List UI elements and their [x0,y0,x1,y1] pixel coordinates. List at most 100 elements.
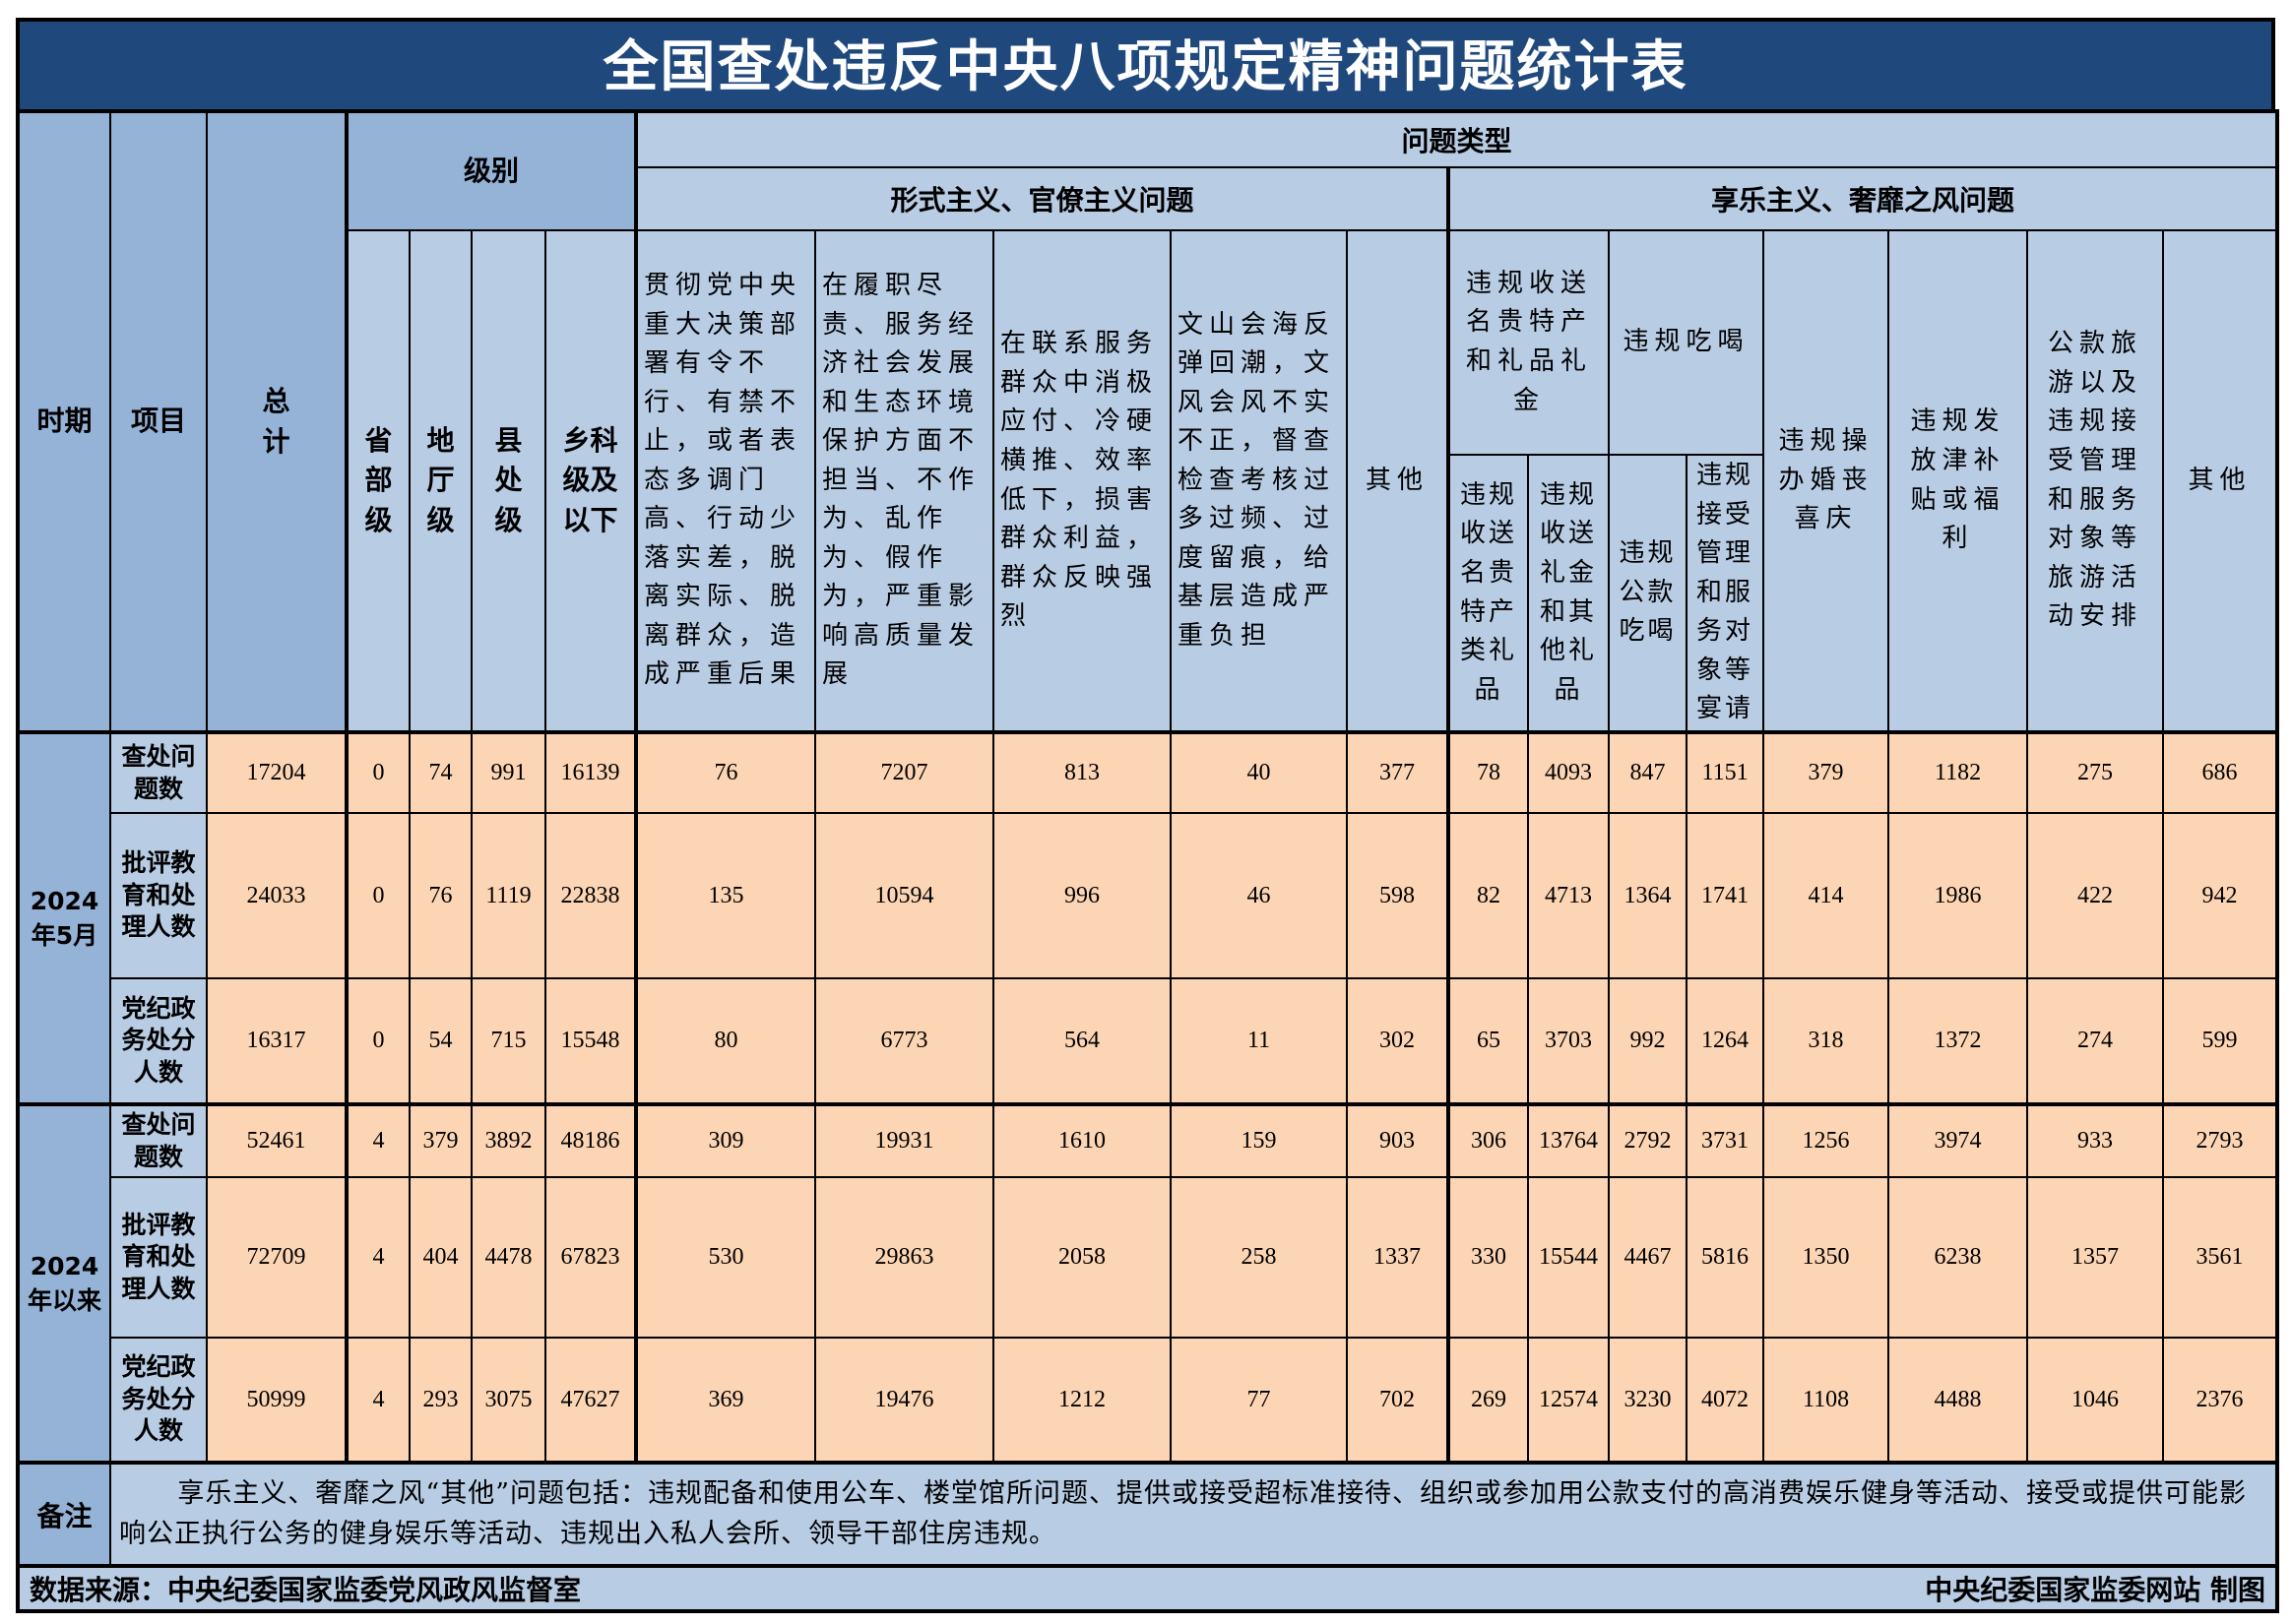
value-cell: 1046 [2026,1337,2165,1464]
value-cell: 4488 [1887,1337,2029,1464]
value-cell: 274 [2026,977,2165,1105]
header-hedonism-group: 享乐主义、奢靡之风问题 [1446,166,2279,231]
value-cell: 159 [1170,1102,1349,1178]
value-cell: 3075 [471,1337,546,1464]
table-row: 批评教育和处理人数 72709 4 404 4478 67823 530 29863 2058 2… [18,1176,2279,1339]
total-value-cell: 24033 [206,812,348,979]
data-source: 数据来源：中央纪委国家监委党风政风监督室 [30,1574,582,1606]
value-cell: 67823 [543,1176,638,1339]
item-label: 批评教育和处理人数 [121,1210,196,1303]
value-cell: 715 [471,977,546,1105]
header-gifts-sub: 违规收送名贵特产类礼品 [1446,454,1530,733]
value-cell: 991 [471,730,546,814]
value-cell: 379 [409,1102,473,1178]
table-row: 党纪政务处分人数 50999 4 293 3075 47627 369 19476 1212 77… [18,1337,2279,1464]
value-cell: 135 [634,812,817,979]
value-cell: 12574 [1527,1337,1611,1464]
table-row: 2024年5月 查处问题数 17204 0 74 991 16139 76 7207 813 40 3… [17,730,2279,1105]
total-value-cell: 50999 [206,1337,348,1464]
value-cell: 3731 [1686,1102,1765,1178]
value-cell: 3974 [1887,1102,2029,1178]
value-cell: 1264 [1686,977,1765,1105]
statistics-table-container: 全国查处违反中央八项规定精神问题统计表 时期 项目 总计 级别 问题类型 形式主… [16,18,2280,1613]
header-level: 地厅级 [409,229,473,733]
value-cell: 4 [345,1337,411,1464]
value-cell: 1350 [1762,1176,1890,1339]
table-row: 2024年以来 查处问题数 52461 4 379 3892 48186 309 19931 16… [17,1102,2279,1464]
header-total: 总计 [206,110,348,733]
value-cell: 3230 [1608,1337,1688,1464]
header-gifts-group: 违规收送名贵特产和礼品礼金 [1446,229,1611,456]
value-cell: 76 [409,812,473,979]
value-cell: 1610 [992,1102,1173,1178]
value-cell: 3892 [471,1102,546,1178]
value-cell: 1119 [471,812,546,979]
value-cell: 16139 [543,730,638,814]
value-cell: 404 [409,1176,473,1339]
header-level-label: 县处级 [494,423,523,536]
header-hedonism-item: 违规操办婚丧喜庆 [1762,229,1890,733]
value-cell: 996 [992,812,1173,979]
value-cell: 1108 [1762,1337,1890,1464]
value-cell: 22838 [543,812,638,979]
value-cell: 330 [1446,1176,1530,1339]
value-cell: 2058 [992,1176,1173,1339]
value-cell: 293 [409,1337,473,1464]
item-label: 党纪政务处分人数 [121,1352,196,1446]
value-cell: 15548 [543,977,638,1105]
item-cell: 党纪政务处分人数 [109,977,208,1105]
header-hedonism-item: 公款旅游以及违规接受管理和服务对象等旅游活动安排 [2026,229,2165,733]
value-cell: 29863 [814,1176,995,1339]
value-cell: 0 [345,977,411,1105]
value-cell: 992 [1608,977,1688,1105]
header-formalism-item: 在联系服务群众中消极应付、冷硬横推、效率低下，损害群众利益，群众反映强烈 [992,229,1173,733]
notes-text: 享乐主义、奢靡之风“其他”问题包括：违规配备和使用公车、楼堂馆所问题、提供或接受… [108,1461,2279,1567]
value-cell: 702 [1346,1337,1450,1464]
value-cell: 309 [634,1102,817,1178]
item-label: 查处问题数 [121,1110,196,1171]
value-cell: 369 [634,1337,817,1464]
value-cell: 4 [345,1102,411,1178]
value-cell: 4478 [471,1176,546,1339]
value-cell: 258 [1170,1176,1349,1339]
value-cell: 2376 [2162,1337,2279,1464]
header-period: 时期 [17,110,111,733]
header-hedonism-item: 违规发放津补贴或福利 [1887,229,2029,733]
value-cell: 3703 [1527,977,1611,1105]
value-cell: 1741 [1686,812,1765,979]
value-cell: 40 [1170,730,1349,814]
header-gifts-sub: 违规收送礼金和其他礼品 [1527,454,1611,733]
item-cell: 查处问题数 [109,1102,208,1178]
value-cell: 813 [992,730,1173,814]
header-item: 项目 [109,110,208,733]
value-cell: 1364 [1608,812,1688,979]
value-cell: 5816 [1686,1176,1765,1339]
header-level-label: 乡科级及以下 [562,423,618,536]
value-cell: 3561 [2162,1176,2279,1339]
header-dining-sub: 违规接受管理和服务对象等宴请 [1686,454,1765,733]
value-cell: 74 [409,730,473,814]
value-cell: 2792 [1608,1102,1688,1178]
value-cell: 80 [634,977,817,1105]
value-cell: 564 [992,977,1173,1105]
value-cell: 686 [2162,730,2279,814]
value-cell: 1182 [1887,730,2029,814]
item-label: 党纪政务处分人数 [121,993,196,1087]
total-value-cell: 72709 [206,1176,348,1339]
value-cell: 530 [634,1176,817,1339]
value-cell: 847 [1608,730,1688,814]
value-cell: 379 [1762,730,1890,814]
value-cell: 4467 [1608,1176,1688,1339]
value-cell: 19476 [814,1337,995,1464]
value-cell: 2793 [2162,1102,2279,1178]
value-cell: 7207 [814,730,995,814]
total-value-cell: 17204 [206,730,348,814]
header-total-label: 总计 [262,384,290,458]
header-level: 省部级 [345,229,411,733]
value-cell: 4 [345,1176,411,1339]
value-cell: 47627 [543,1337,638,1464]
header-level-group: 级别 [344,110,638,231]
value-cell: 1357 [2026,1176,2165,1339]
value-cell: 82 [1446,812,1530,979]
value-cell: 0 [345,812,411,979]
